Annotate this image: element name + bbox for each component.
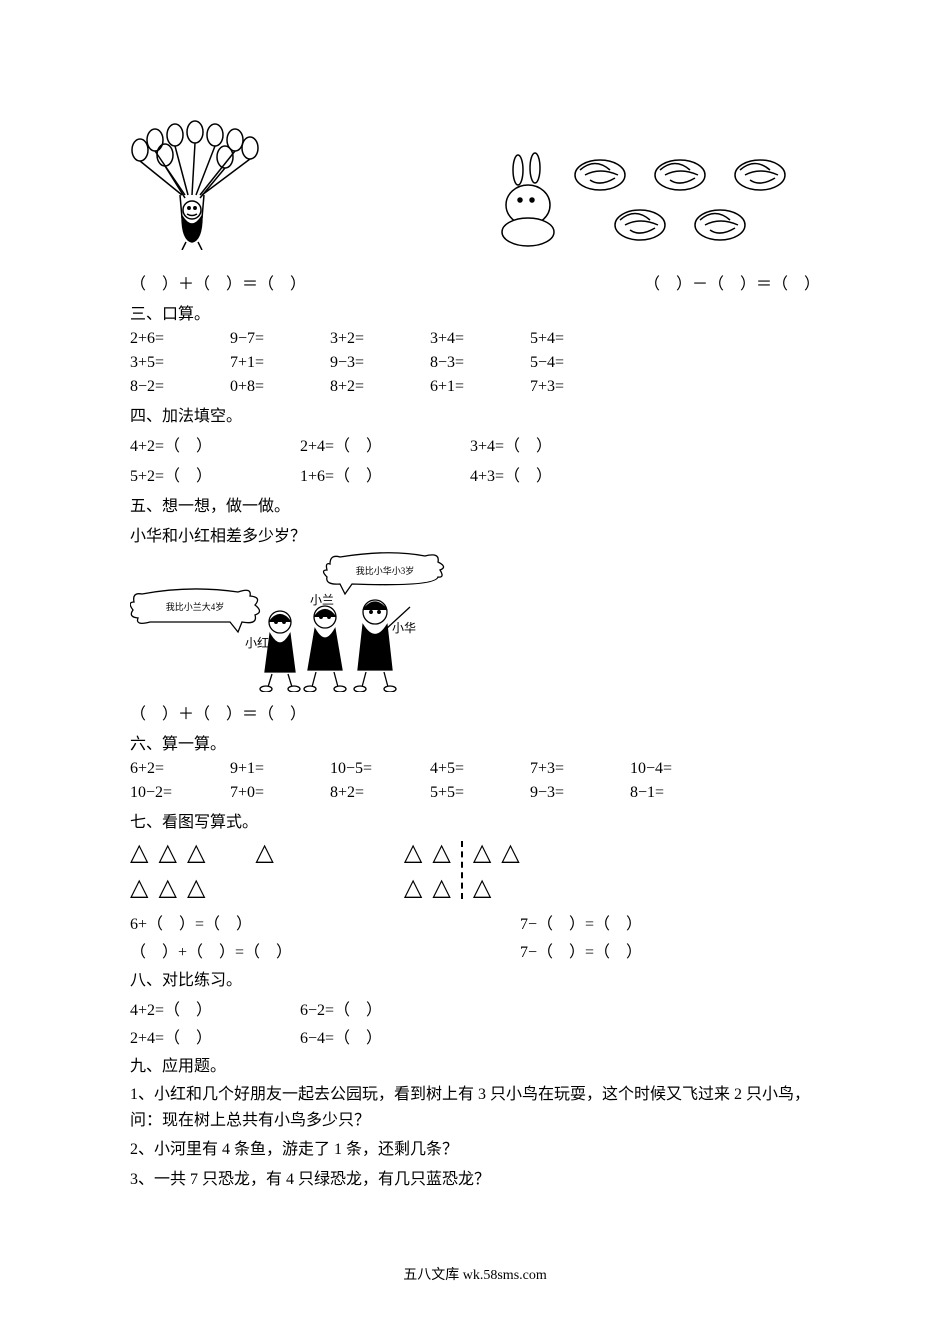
calc: 8−3=: [430, 354, 530, 372]
calc: 7+1=: [230, 354, 330, 372]
section-5-title: 五、想一想，做一做。: [130, 492, 820, 516]
word-problem-2: 2、小河里有 4 条鱼，游走了 1 条，还剩几条？: [130, 1137, 820, 1163]
comp: 6−2=（ ）: [300, 996, 470, 1020]
triangle-icon: △: [432, 838, 450, 867]
page-footer: 五八文库 wk.58sms.com: [0, 1264, 950, 1284]
triangle-icon: △: [158, 838, 176, 867]
eq: 7−（ ）=（ ）: [520, 910, 642, 934]
sec8-row-2: 2+4=（ ） 6−4=（ ）: [130, 1024, 820, 1048]
word-problem-1: 1、小红和几个好朋友一起去公园玩，看到树上有 3 只小鸟在玩耍，这个时候又飞过来…: [130, 1082, 820, 1133]
calc: 5+5=: [430, 784, 530, 802]
sec4-row-2: 5+2=（ ） 1+6=（ ） 4+3=（ ）: [130, 462, 820, 486]
calc: 6+2=: [130, 760, 230, 778]
calc: 10−4=: [630, 760, 730, 778]
calc: 8+2=: [330, 784, 430, 802]
calc: 10−2=: [130, 784, 230, 802]
fill: 4+2=（ ）: [130, 432, 300, 456]
sec5-equation: （ ）＋（ ）＝（ ）: [130, 700, 820, 724]
word-problem-3: 3、一共 7 只恐龙，有 4 只绿恐龙，有几只蓝恐龙？: [130, 1167, 820, 1193]
sec3-row-1: 2+6= 9−7= 3+2= 3+4= 5+4=: [130, 330, 820, 348]
triangle-figures: △ △ △ △ △ △ △ △ △ △ △: [130, 838, 820, 902]
picture-eq-right: （ ）－（ ）＝（ ）: [644, 270, 820, 294]
comp: 4+2=（ ）: [130, 996, 300, 1020]
fill: 1+6=（ ）: [300, 462, 470, 486]
triangle-icon: △: [501, 838, 519, 867]
calc: 5+4=: [530, 330, 630, 348]
triangle-icon: △: [473, 838, 491, 867]
section-8-title: 八、对比练习。: [130, 966, 820, 990]
sec6-row-2: 10−2= 7+0= 8+2= 5+5= 9−3= 8−1=: [130, 784, 820, 802]
section-9-title: 九、应用题。: [130, 1052, 820, 1076]
triangle-icon: △: [187, 873, 205, 902]
fill: 3+4=（ ）: [470, 432, 640, 456]
label-xiaohong: 小红: [245, 635, 269, 650]
calc: 2+6=: [130, 330, 230, 348]
fill: 2+4=（ ）: [300, 432, 470, 456]
bubble-left: 我比小兰大4岁: [166, 601, 225, 612]
calc: 8−1=: [630, 784, 730, 802]
triangle-icon: △: [158, 873, 176, 902]
calc: 8−2=: [130, 378, 230, 396]
sec4-row-1: 4+2=（ ） 2+4=（ ） 3+4=（ ）: [130, 432, 820, 456]
balloon-kid-illustration: [130, 120, 270, 250]
section-7-title: 七、看图写算式。: [130, 808, 820, 832]
section-6-title: 六、算一算。: [130, 730, 820, 754]
triangle-icon: △: [432, 873, 450, 902]
eq: 6+（ ）=（ ）: [130, 910, 400, 934]
section-5-question: 小华和小红相差多少岁？: [130, 522, 820, 546]
calc: 0+8=: [230, 378, 330, 396]
rabbit-cabbage-illustration: [490, 150, 820, 250]
picture-row: [130, 120, 820, 250]
fill: 5+2=（ ）: [130, 462, 300, 486]
triangle-icon: △: [473, 873, 491, 902]
sec3-row-3: 8−2= 0+8= 8+2= 6+1= 7+3=: [130, 378, 820, 396]
calc: 9−7=: [230, 330, 330, 348]
section-3-title: 三、口算。: [130, 300, 820, 324]
bubble-right: 我比小华小3岁: [356, 565, 415, 576]
triangle-icon: △: [187, 838, 205, 867]
eq: （ ）+（ ）=（ ）: [130, 938, 400, 962]
calc: 6+1=: [430, 378, 530, 396]
fill: 4+3=（ ）: [470, 462, 640, 486]
comp: 6−4=（ ）: [300, 1024, 470, 1048]
triangle-icon: △: [130, 838, 148, 867]
label-xiaohua: 小华: [392, 621, 416, 635]
triangle-icon: △: [404, 838, 422, 867]
calc: 9−3=: [330, 354, 430, 372]
calc: 3+4=: [430, 330, 530, 348]
calc: 5−4=: [530, 354, 630, 372]
calc: 8+2=: [330, 378, 430, 396]
triangle-right-group: △ △ △ △ △ △ △: [404, 838, 520, 902]
calc: 7+3=: [530, 378, 630, 396]
triangle-icon: △: [404, 873, 422, 902]
sec6-row-1: 6+2= 9+1= 10−5= 4+5= 7+3= 10−4=: [130, 760, 820, 778]
eq: 7−（ ）=（ ）: [520, 938, 642, 962]
kids-illustration: 我比小华小3岁 我比小兰大4岁: [130, 552, 820, 692]
sec8-row-1: 4+2=（ ） 6−2=（ ）: [130, 996, 820, 1020]
sec3-row-2: 3+5= 7+1= 9−3= 8−3= 5−4=: [130, 354, 820, 372]
calc: 7+0=: [230, 784, 330, 802]
sec7-eq-row-1: 6+（ ）=（ ） 7−（ ）=（ ）: [130, 910, 820, 934]
calc: 9−3=: [530, 784, 630, 802]
calc: 9+1=: [230, 760, 330, 778]
dashed-separator: [461, 841, 463, 899]
calc: 10−5=: [330, 760, 430, 778]
picture-eq-left: （ ）＋（ ）＝（ ）: [130, 270, 306, 294]
sec7-eq-row-2: （ ）+（ ）=（ ） 7−（ ）=（ ）: [130, 938, 820, 962]
calc: 7+3=: [530, 760, 630, 778]
calc: 3+2=: [330, 330, 430, 348]
triangle-icon: △: [255, 838, 273, 867]
comp: 2+4=（ ）: [130, 1024, 300, 1048]
triangle-left-group: △ △ △ △ △ △ △: [130, 838, 274, 902]
section-4-title: 四、加法填空。: [130, 402, 820, 426]
page-content: （ ）＋（ ）＝（ ） （ ）－（ ）＝（ ） 三、口算。 2+6= 9−7= …: [0, 0, 950, 1192]
picture-equation-row: （ ）＋（ ）＝（ ） （ ）－（ ）＝（ ）: [130, 270, 820, 294]
calc: 4+5=: [430, 760, 530, 778]
calc: 3+5=: [130, 354, 230, 372]
label-xiaolan: 小兰: [310, 593, 334, 607]
triangle-icon: △: [130, 873, 148, 902]
